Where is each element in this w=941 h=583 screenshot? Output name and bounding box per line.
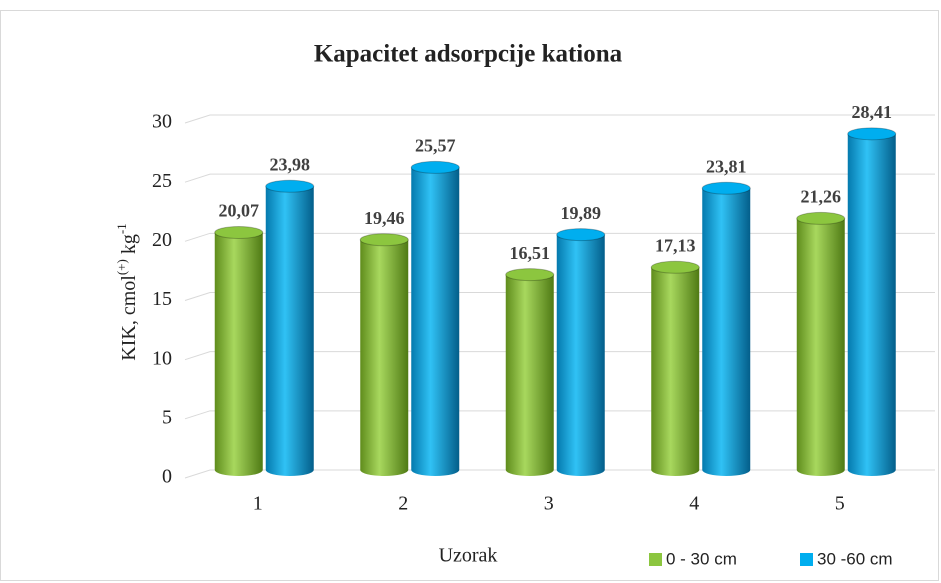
value-label: 17,13	[655, 235, 696, 255]
bar-top	[701, 181, 751, 195]
x-axis-label: Uzorak	[439, 545, 498, 567]
y-label-part: KIK, cmol	[118, 275, 140, 361]
y-axis-label: KIK, cmol(+) kg-1	[114, 223, 140, 360]
x-tick-label: 5	[835, 493, 845, 515]
bar-top	[556, 228, 606, 242]
bar-top	[214, 226, 264, 240]
bar	[214, 232, 263, 476]
legend-swatch	[649, 553, 662, 566]
grid-line	[184, 173, 935, 183]
grid-line	[184, 114, 935, 124]
value-label: 16,51	[510, 243, 551, 263]
bar-top	[796, 211, 846, 225]
bar-top	[650, 260, 700, 274]
value-label: 20,07	[219, 201, 260, 221]
y-label-part: -1	[114, 223, 129, 234]
bar-top	[847, 127, 897, 141]
bar	[505, 274, 554, 476]
bar	[360, 239, 409, 476]
chart-border	[0, 10, 939, 581]
value-label: 21,26	[801, 187, 842, 207]
bar	[265, 186, 314, 476]
bar	[796, 218, 845, 476]
legend-swatch	[800, 553, 813, 566]
value-label: 25,57	[415, 136, 456, 156]
bar-top	[410, 160, 460, 174]
value-label: 19,89	[561, 203, 602, 223]
value-label: 23,81	[706, 156, 747, 176]
value-label: 19,46	[364, 208, 405, 228]
grid-line	[184, 232, 935, 242]
y-tick-label: 10	[152, 347, 172, 369]
legend-label: 30 -60 cm	[817, 549, 893, 568]
bar	[411, 167, 460, 476]
y-label-part: kg	[118, 234, 140, 259]
y-tick-label: 15	[152, 288, 172, 310]
x-tick-label: 3	[544, 493, 554, 515]
x-tick-label: 2	[398, 493, 408, 515]
chart-title: Kapacitet adsorpcije kationa	[314, 41, 623, 68]
bar	[702, 188, 751, 476]
value-label: 28,41	[852, 102, 893, 122]
bar-top	[265, 179, 315, 193]
y-tick-label: 0	[162, 466, 172, 488]
bar-top	[359, 233, 409, 247]
y-tick-label: 25	[152, 170, 172, 192]
value-label: 23,98	[270, 154, 311, 174]
y-tick-label: 5	[162, 406, 172, 428]
x-tick-label: 1	[253, 493, 263, 515]
y-tick-label: 30	[152, 111, 172, 133]
bar	[847, 133, 896, 476]
bar	[651, 267, 700, 476]
bar	[556, 234, 605, 476]
bar-top	[505, 268, 555, 282]
y-label-part: (+)	[114, 259, 129, 275]
legend-label: 0 - 30 cm	[666, 549, 737, 568]
y-tick-label: 20	[152, 229, 172, 251]
x-tick-label: 4	[689, 493, 699, 515]
